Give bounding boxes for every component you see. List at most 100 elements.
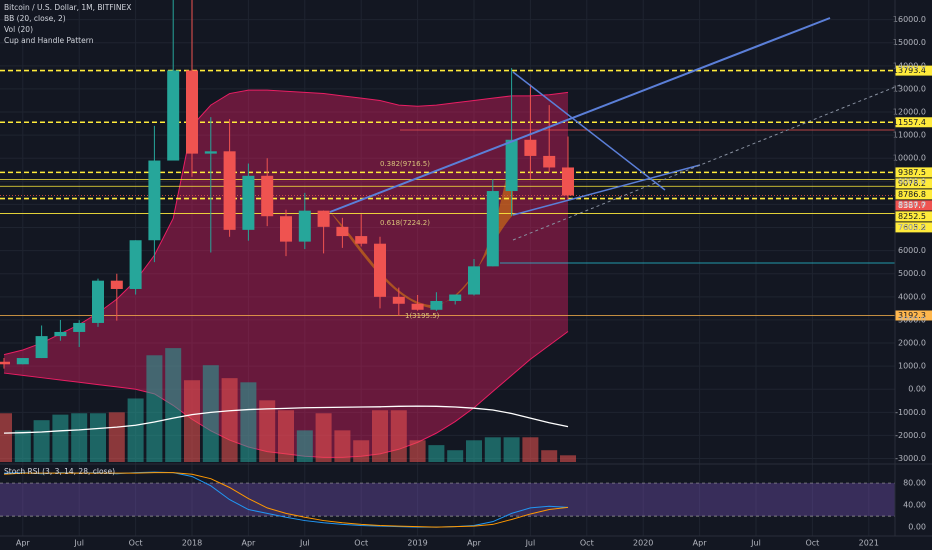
volume-bar [90,413,106,462]
trend-line [512,84,901,241]
y-tick-label: 10000.0 [893,154,926,163]
x-tick-label: Oct [129,539,143,548]
volume-bar [315,413,332,462]
price-tag-label: 9078.2 [898,179,926,188]
volume-bar [240,382,257,462]
volume-bar [372,410,388,462]
x-tick-label: Jul [525,539,536,548]
x-tick-label: Apr [467,539,482,548]
price-tag [895,200,932,211]
candle-body [374,243,386,297]
candle-body [167,70,180,161]
legend-item: BB (20, close, 2) [4,14,66,23]
fib-label: 0.618(7224.2) [380,219,430,227]
x-tick-label: 2019 [407,539,427,548]
y-tick-label: -1000.0 [895,408,926,417]
price-tag-label: 8252.5 [898,212,926,221]
y-tick-label: 6000.0 [898,246,926,255]
y-tick-label: 4000.0 [898,292,926,301]
candle-body [336,226,349,237]
y-tick-label: 9000.0 [898,177,926,186]
volume-bar [541,450,558,462]
candle-body [16,358,29,365]
x-tick-label: Oct [354,539,368,548]
oscillator-band [0,483,895,517]
candle-body [524,139,537,156]
candle-body [35,336,48,359]
candle-body [298,210,311,242]
volume-bar [165,348,182,462]
candle-body [186,70,198,154]
candle-body [562,167,574,196]
fib-label: 0.382(9716.5) [380,160,430,168]
y-tick-label: 2000.0 [898,339,926,348]
levels: 13793.4 11557.4 9387.5 9078.2 8786.8 8387.7 82… [0,65,932,321]
volume-bar [296,430,313,462]
volume-bar [14,430,31,462]
volume-bar [146,355,163,462]
y-tick-label: 13000.0 [893,84,926,93]
candle-body [148,160,161,241]
oscillator [0,471,895,528]
candle-body [129,240,142,289]
candle-body [411,303,424,310]
candle-body [505,139,518,192]
price-tag [895,211,932,222]
y-tick-label: 1000.0 [898,362,926,371]
trend-line [329,17,831,213]
bb-fill [4,90,568,458]
y-tick-label: 40.00 [903,501,926,510]
oscillator-line [3,472,569,528]
volume-bar [184,380,200,462]
y-tick-label: 0.00 [908,385,926,394]
volume-bar [428,445,445,462]
x-tick-label: 2021 [859,539,879,548]
fib-label: 1(3195.5) [405,312,440,320]
y-tick-label: 7000.0 [898,223,926,232]
y-tick-label: 16000.0 [893,15,926,24]
x-tick-label: Jul [299,539,310,548]
volume-bar [52,414,69,462]
y-tick-label: 3000.0 [898,315,926,324]
candle-body [204,151,217,154]
volume-bar [503,437,520,462]
x-tick-label: Apr [16,539,31,548]
volume-bar [221,378,238,462]
candles [0,0,574,369]
volume-bar [447,450,464,462]
candle-body [92,280,104,323]
price-tag [895,189,932,200]
volume [0,348,576,462]
y-tick-label: -2000.0 [895,431,926,440]
y-tick-label: 12000.0 [893,108,926,117]
volume-bar [71,413,88,462]
x-tick-label: Apr [693,539,708,548]
x-tick-label: Oct [805,539,819,548]
volume-bar [127,398,144,462]
candle-body [392,296,405,304]
x-tick-label: 2018 [182,539,202,548]
price-tag [895,65,932,76]
candle-body [430,300,443,310]
trend-line [512,164,701,216]
price-tag-label: 9387.5 [898,168,926,177]
trend-line [512,71,666,191]
y-tick-label: 11000.0 [893,131,926,140]
candle-body [543,155,556,168]
price-tag [895,310,932,321]
volume-bar [560,455,576,462]
volume-bar [353,440,370,462]
price-tag-label: 8786.8 [898,190,926,199]
y-tick-label: 80.00 [903,479,926,488]
price-tag [895,117,932,128]
volume-bar [202,365,219,462]
volume-bar [466,440,482,462]
price-tag-label: 13793.4 [893,66,926,75]
candle-body [317,210,330,227]
candle-body [280,216,292,242]
candle-body [223,151,236,230]
price-tag-label: 11557.4 [893,118,926,127]
